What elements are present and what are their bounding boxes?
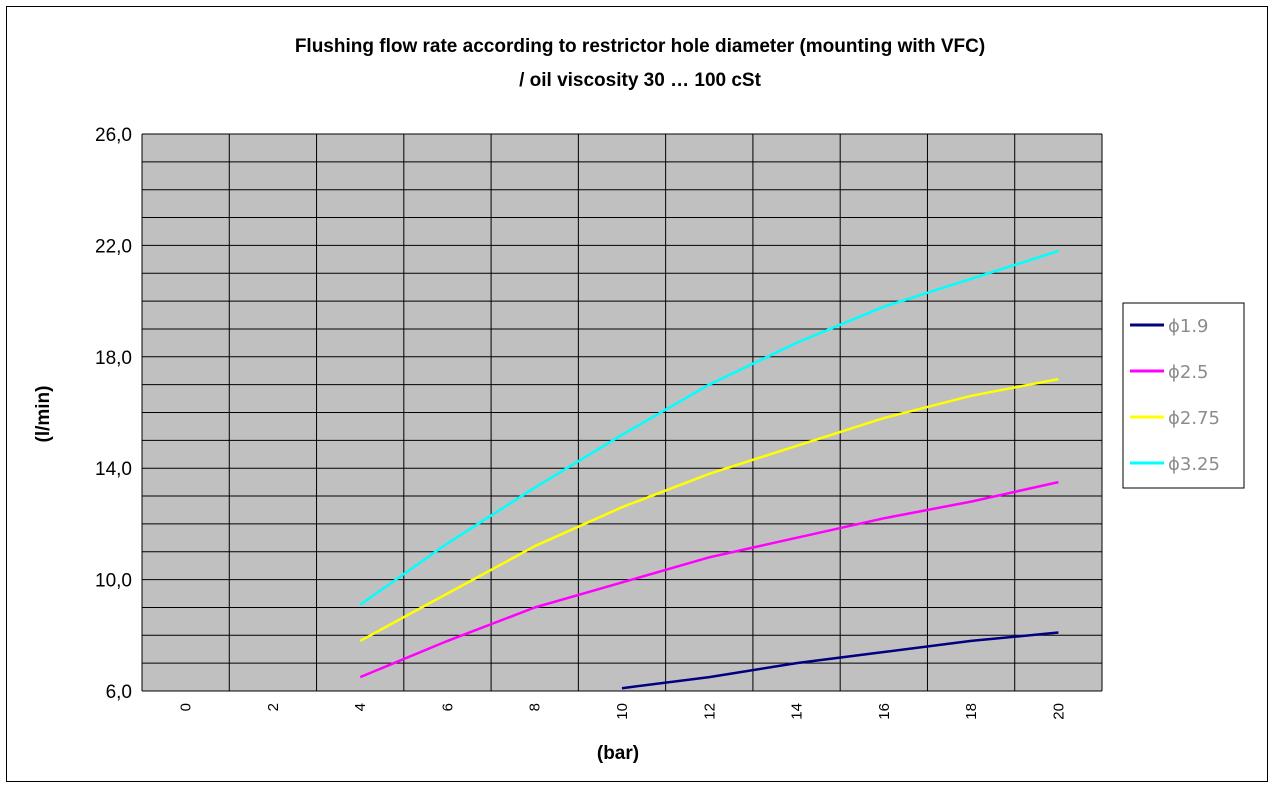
x-tick-label: 18 xyxy=(963,703,980,720)
x-axis-label: (bar) xyxy=(597,743,639,764)
y-tick-label: 18,0 xyxy=(95,348,132,369)
y-axis-label: (l/min) xyxy=(33,386,54,443)
chart-frame xyxy=(6,6,1268,782)
y-tick-label: 14,0 xyxy=(95,459,132,480)
series-line xyxy=(359,377,1059,642)
y-tick-label: 26,0 xyxy=(95,125,132,146)
legend-label: ϕ2.75 xyxy=(1168,408,1220,429)
chart-title: Flushing flow rate according to restrict… xyxy=(295,36,985,57)
x-tick-label: 16 xyxy=(876,703,893,720)
series-line xyxy=(621,631,1059,690)
legend-box xyxy=(1122,302,1245,489)
y-tick-label: 6,0 xyxy=(106,682,132,703)
y-axis-ticks: 26,0 22,0 18,0 14,0 10,0 6,0 xyxy=(95,125,132,703)
gridlines xyxy=(141,133,1103,692)
x-tick-label: 0 xyxy=(178,703,195,711)
x-tick-label: 20 xyxy=(1050,703,1067,720)
series-line xyxy=(359,480,1059,679)
legend-label: ϕ2.5 xyxy=(1168,362,1209,383)
y-tick-label: 22,0 xyxy=(95,236,132,257)
legend-label: ϕ3.25 xyxy=(1168,454,1220,475)
series-line xyxy=(359,249,1059,606)
x-tick-label: 12 xyxy=(701,703,718,720)
x-tick-label: 2 xyxy=(265,703,282,711)
x-tick-label: 4 xyxy=(352,703,369,711)
x-tick-label: 8 xyxy=(527,703,544,711)
chart-subtitle: / oil viscosity 30 … 100 cSt xyxy=(519,70,762,91)
series-lines xyxy=(359,249,1059,690)
legend: ϕ1.9 ϕ2.5 ϕ2.75 ϕ3.25 xyxy=(1122,302,1245,489)
x-axis-ticks: 0 2 4 6 8 10 12 14 16 18 20 xyxy=(178,703,1068,720)
x-tick-label: 14 xyxy=(789,703,806,720)
x-tick-label: 10 xyxy=(614,703,631,720)
y-tick-label: 10,0 xyxy=(95,571,132,592)
legend-label: ϕ1.9 xyxy=(1168,316,1209,337)
x-tick-label: 6 xyxy=(439,703,456,711)
